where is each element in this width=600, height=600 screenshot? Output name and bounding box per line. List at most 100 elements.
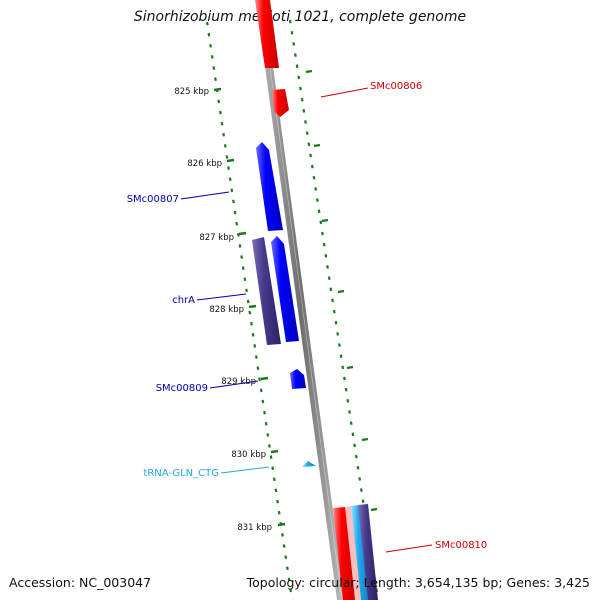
tick-dash bbox=[270, 449, 279, 454]
guide-dot-left bbox=[251, 333, 255, 337]
guide-dot-right bbox=[331, 298, 334, 303]
guide-dot-left bbox=[248, 310, 252, 315]
guide-dot-right bbox=[348, 410, 351, 414]
guide-dot-left bbox=[272, 477, 276, 482]
tick-label: 831 kbp bbox=[237, 523, 272, 533]
tick-label: 830 kbp bbox=[231, 450, 266, 460]
guide-dot-right bbox=[327, 276, 331, 280]
guide-dot-right bbox=[351, 432, 355, 437]
guide-dot-right bbox=[324, 254, 328, 258]
gene-arrow-chra-inner bbox=[252, 237, 281, 345]
guide-dot-left bbox=[236, 232, 240, 237]
gene-label: SMc00809 bbox=[156, 383, 208, 394]
guide-dot-right bbox=[297, 75, 301, 80]
gene-arrow-smc00806 bbox=[272, 89, 289, 117]
guide-dot-left bbox=[250, 321, 253, 326]
guide-dot-left bbox=[268, 444, 271, 448]
gene-leader-line bbox=[196, 293, 247, 301]
guide-dot-left bbox=[228, 177, 232, 182]
guide-dot-left bbox=[254, 355, 258, 359]
gene-leader-line bbox=[385, 544, 433, 553]
guide-dot-left bbox=[218, 110, 222, 115]
guide-dot-right bbox=[343, 376, 346, 381]
guide-dot-left bbox=[277, 510, 281, 515]
guide-dot-right bbox=[315, 198, 319, 202]
guide-dot-right bbox=[344, 387, 348, 392]
tick-dash-right bbox=[321, 218, 329, 223]
trna-arrow bbox=[302, 461, 316, 467]
guide-dot-right bbox=[332, 309, 336, 314]
guide-dot-left bbox=[238, 244, 242, 248]
gene-block-red-2 bbox=[345, 506, 361, 600]
gene-label: SMc00810 bbox=[435, 540, 487, 551]
guide-dot-right bbox=[304, 120, 307, 124]
guide-dot-right bbox=[339, 354, 343, 359]
tick-dash-right bbox=[346, 365, 354, 370]
guide-dot-right bbox=[312, 175, 316, 180]
tick-label: 827 kbp bbox=[199, 233, 234, 243]
guide-dot-left bbox=[220, 121, 224, 126]
guide-dot-left bbox=[289, 588, 293, 593]
guide-dot-right bbox=[293, 53, 297, 57]
gene-arrow-chra bbox=[271, 236, 299, 342]
guide-dot-right bbox=[310, 164, 314, 169]
guide-dot-left bbox=[205, 21, 209, 26]
tick-dash-right bbox=[370, 507, 378, 512]
guide-dot-left bbox=[276, 499, 279, 504]
guide-dot-right bbox=[290, 30, 294, 35]
gene-leader-line bbox=[220, 466, 270, 474]
tick-marks: 825 kbp 826 kbp 827 kbp 828 kbp 829 kbp 830 k… bbox=[174, 87, 286, 533]
guide-dot-left bbox=[274, 488, 278, 493]
gene-label: tRNA-GLN_CTG bbox=[143, 468, 219, 479]
guide-dot-left bbox=[222, 132, 226, 137]
gene-leader-line bbox=[209, 380, 259, 389]
guide-dot-left bbox=[209, 44, 212, 48]
gene-leader-line bbox=[320, 87, 369, 98]
tick-dash bbox=[248, 304, 257, 309]
guide-dot-left bbox=[212, 66, 216, 70]
tick-dash-right bbox=[305, 69, 313, 74]
accession-text: Accession: NC_003047 bbox=[9, 575, 152, 590]
guide-dot-left bbox=[253, 344, 257, 348]
map-title: Sinorhizobium meliloti 1021, complete ge… bbox=[133, 9, 467, 25]
tick-label: 825 kbp bbox=[174, 87, 209, 97]
guide-dot-left bbox=[225, 155, 229, 159]
tick-dash bbox=[260, 376, 269, 381]
guide-dot-left bbox=[227, 166, 230, 170]
guide-dot-left bbox=[282, 544, 286, 548]
tick-dash bbox=[213, 87, 222, 92]
guide-dot-right bbox=[326, 265, 329, 269]
gene-arrow-smc00809 bbox=[290, 369, 306, 389]
gene-label: chrA bbox=[172, 295, 195, 306]
guide-dot-left bbox=[243, 277, 247, 282]
guide-dot-right bbox=[334, 320, 338, 325]
guide-dot-left bbox=[281, 533, 284, 537]
guide-dot-left bbox=[271, 466, 275, 471]
guide-dot-right bbox=[346, 399, 350, 403]
guide-dot-right bbox=[292, 42, 296, 46]
gene-block-cyan bbox=[351, 505, 369, 600]
tick-label: 828 kbp bbox=[209, 305, 244, 315]
guide-dot-left bbox=[241, 266, 245, 270]
guide-dot-left bbox=[207, 32, 211, 37]
guide-dot-left bbox=[266, 433, 270, 437]
guide-dot-left bbox=[246, 299, 250, 304]
guide-dot-left bbox=[258, 377, 261, 382]
guide-dot-right bbox=[356, 465, 360, 470]
guide-dot-left bbox=[256, 366, 260, 370]
guide-dot-right bbox=[329, 287, 333, 292]
guide-dot-left bbox=[233, 210, 237, 215]
gene-labels: SMc00806 SMc00807 chrA SMc00809 tRNA-GLN_CTG… bbox=[127, 81, 487, 553]
tick-label: 826 kbp bbox=[187, 159, 222, 169]
guide-dot-right bbox=[359, 488, 363, 492]
guide-dot-right bbox=[295, 64, 299, 69]
guide-dot-right bbox=[358, 477, 362, 481]
guide-dot-left bbox=[269, 455, 273, 459]
guide-dot-right bbox=[305, 131, 309, 135]
guide-dot-left bbox=[230, 188, 234, 193]
guide-dot-right bbox=[321, 231, 324, 236]
guide-dot-left bbox=[210, 55, 214, 59]
guide-dot-right bbox=[307, 142, 311, 147]
guide-dot-right bbox=[341, 365, 345, 370]
